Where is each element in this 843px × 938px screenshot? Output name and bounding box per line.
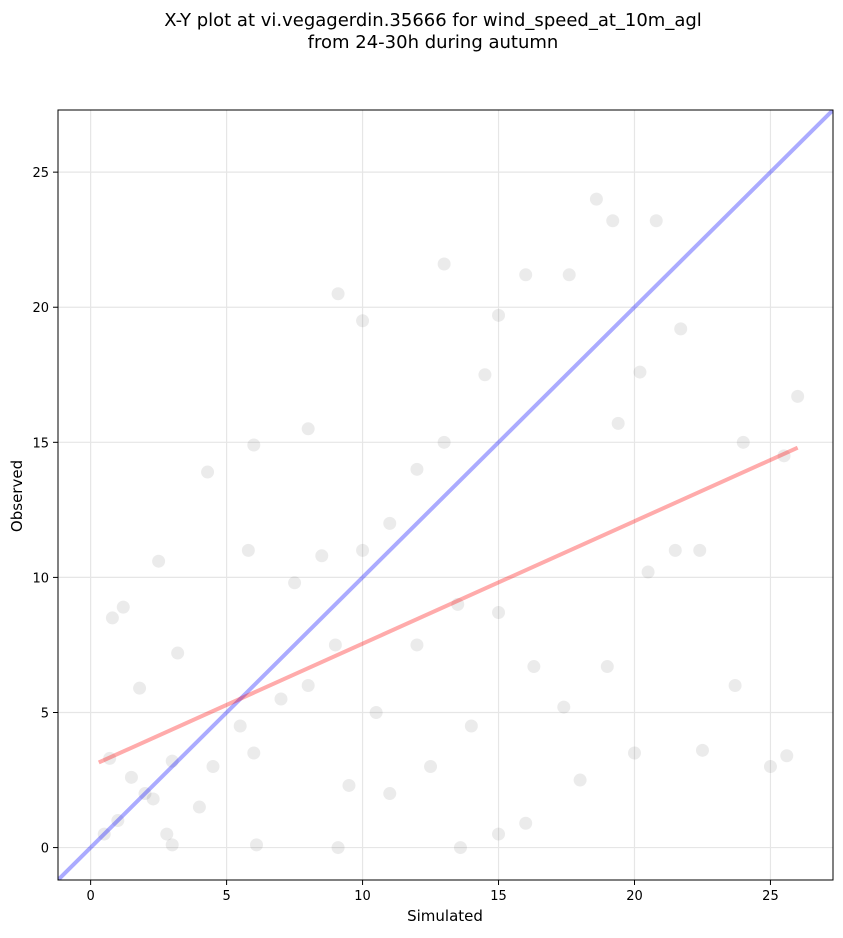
data-point	[451, 597, 465, 611]
x-tick-label: 10	[354, 889, 371, 904]
data-point	[478, 368, 492, 382]
data-point	[356, 543, 370, 557]
y-tick-label: 20	[32, 301, 49, 316]
data-point	[573, 773, 587, 787]
data-point	[641, 565, 655, 579]
y-tick-label: 25	[32, 166, 49, 181]
data-point	[649, 214, 663, 228]
data-point	[369, 705, 383, 719]
data-point	[780, 749, 794, 763]
data-point	[165, 838, 179, 852]
data-point	[201, 465, 215, 479]
scatter-points	[97, 192, 805, 855]
data-point	[668, 543, 682, 557]
data-point	[241, 543, 255, 557]
data-point	[519, 268, 533, 282]
data-point	[410, 638, 424, 652]
data-point	[315, 549, 329, 563]
data-point	[116, 600, 130, 614]
data-point	[103, 751, 117, 765]
data-point	[247, 746, 261, 760]
data-point	[693, 543, 707, 557]
data-point	[247, 438, 261, 452]
data-point	[342, 778, 356, 792]
data-point	[527, 660, 541, 674]
data-point	[728, 678, 742, 692]
data-point	[611, 416, 625, 430]
x-axis-ticks: 0 5 10 15 20 25	[86, 880, 779, 904]
y-tick-label: 5	[41, 706, 49, 721]
data-point	[606, 214, 620, 228]
data-point	[383, 787, 397, 801]
data-point	[627, 746, 641, 760]
data-point	[600, 660, 614, 674]
data-point	[633, 365, 647, 379]
data-point	[97, 827, 111, 841]
y-tick-label: 0	[41, 842, 49, 857]
y-tick-label: 15	[32, 436, 49, 451]
data-point	[171, 646, 185, 660]
data-point	[557, 700, 571, 714]
data-point	[437, 257, 451, 271]
data-point	[105, 611, 119, 625]
data-point	[410, 462, 424, 476]
chart-title-line-2: from 24-30h during autumn	[308, 32, 559, 53]
data-point	[383, 516, 397, 530]
data-point	[589, 192, 603, 206]
data-point	[492, 308, 506, 322]
data-point	[138, 787, 152, 801]
data-point	[519, 816, 533, 830]
data-point	[791, 389, 805, 403]
data-point	[777, 449, 791, 463]
data-point	[152, 554, 166, 568]
data-point	[233, 719, 247, 733]
data-point	[492, 606, 506, 620]
data-point	[192, 800, 206, 814]
data-point	[453, 841, 467, 855]
data-point	[111, 814, 125, 828]
data-point	[160, 827, 174, 841]
reference-lines	[58, 110, 833, 880]
x-tick-label: 15	[490, 889, 507, 904]
data-point	[124, 770, 138, 784]
data-point	[301, 678, 315, 692]
y-axis-ticks: 0 5 10 15 20 25	[32, 166, 58, 857]
grid	[58, 110, 833, 880]
chart-title-line-1: X-Y plot at vi.vegagerdin.35666 for wind…	[164, 10, 702, 31]
y-tick-label: 10	[32, 571, 49, 586]
regression-line	[97, 445, 799, 765]
data-point	[206, 760, 220, 774]
data-point	[674, 322, 688, 336]
x-tick-label: 25	[762, 889, 779, 904]
plot-frame	[57, 109, 834, 881]
data-point	[736, 435, 750, 449]
data-point	[274, 692, 288, 706]
data-point	[133, 681, 147, 695]
data-point	[165, 754, 179, 768]
x-tick-label: 5	[222, 889, 230, 904]
data-point	[331, 841, 345, 855]
x-tick-label: 20	[626, 889, 643, 904]
data-point	[146, 792, 160, 806]
data-point	[492, 827, 506, 841]
data-point	[328, 638, 342, 652]
data-point	[763, 760, 777, 774]
data-point	[437, 435, 451, 449]
data-point	[695, 743, 709, 757]
data-point	[288, 576, 302, 590]
x-axis-label: Simulated	[407, 907, 483, 925]
identity-line	[58, 110, 833, 880]
data-point	[356, 314, 370, 328]
data-point	[562, 268, 576, 282]
data-point	[464, 719, 478, 733]
x-tick-label: 0	[86, 889, 94, 904]
data-point	[250, 838, 264, 852]
data-point	[424, 760, 438, 774]
data-point	[301, 422, 315, 436]
y-axis-label: Observed	[8, 460, 26, 532]
data-point	[331, 287, 345, 301]
